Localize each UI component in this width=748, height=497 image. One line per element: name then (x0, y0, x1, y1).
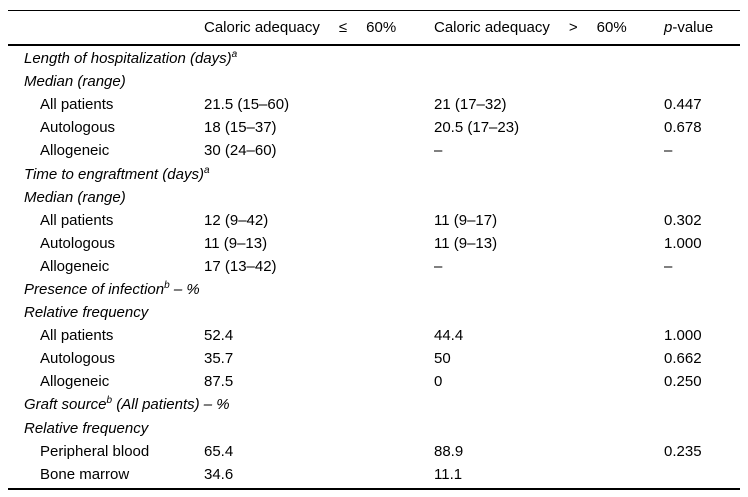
value-le60: 65.4 (204, 442, 234, 460)
section-title-row: Length of hospitalization (days)a (8, 47, 740, 70)
p-value-cell: – (664, 257, 673, 275)
p-value-cell: 1.000 (664, 234, 702, 252)
table-row: Bone marrow 34.6 11.1 (8, 463, 740, 486)
column-header-caloric-adequacy-le60: Caloric adequacy ≤ 60% (204, 19, 434, 36)
p-value-cell: 0.678 (664, 119, 702, 137)
section-subtitle-row: Relative frequency (8, 417, 740, 440)
value-le60: 34.6 (204, 465, 234, 483)
value-le60: 21.5 (15–60) (204, 96, 290, 114)
column-header-p-value: p-value (664, 19, 740, 36)
footnote-marker: b (106, 395, 113, 407)
section-subtitle: Median (range) (24, 188, 126, 206)
table-row: Allogeneic 87.5 0 0.250 (8, 370, 740, 393)
section-title-row: Time to engraftment (days)a (8, 162, 740, 185)
section-title: Presence of infectionb – % (8, 279, 740, 298)
table-row: All patients 52.4 44.4 1.000 (8, 324, 740, 347)
row-label: All patients (40, 211, 114, 229)
table-header-row: Caloric adequacy ≤ 60% Caloric adequacy … (8, 10, 740, 46)
section-title: Graft sourceb (All patients) – % (8, 395, 740, 414)
row-label: Allogeneic (40, 142, 110, 160)
section-title: Length of hospitalization (days)a (8, 49, 740, 68)
section-title-row: Presence of infectionb – % (8, 278, 740, 301)
column-header-caloric-adequacy-gt60: Caloric adequacy > 60% (434, 19, 664, 36)
section-title-suffix: – % (169, 280, 200, 298)
p-value-cell: – (664, 142, 673, 160)
value-gt60: 0 (434, 373, 443, 391)
table-row: All patients 12 (9–42) 11 (9–17) 0.302 (8, 209, 740, 232)
value-le60: 17 (13–42) (204, 257, 277, 275)
table-row: Autologous 11 (9–13) 11 (9–13) 1.000 (8, 232, 740, 255)
header-label: Caloric adequacy (204, 19, 320, 36)
p-value-cell: 0.250 (664, 373, 702, 391)
section-subtitle-row: Median (range) (8, 70, 740, 93)
section-title-text: Graft source (24, 396, 107, 414)
table-row: Peripheral blood 65.4 88.9 0.235 (8, 440, 740, 463)
row-label: Bone marrow (40, 465, 130, 483)
greater-than-operator: > (568, 19, 578, 36)
value-gt60: 11.1 (434, 465, 463, 483)
row-label: All patients (40, 96, 114, 114)
value-gt60: 11 (9–17) (434, 211, 498, 229)
section-subtitle-row: Median (range) (8, 186, 740, 209)
p-value-cell: 0.302 (664, 211, 702, 229)
p-italic: p (664, 19, 673, 36)
row-label: Peripheral blood (40, 442, 150, 460)
row-label: Autologous (40, 234, 116, 252)
table-row: Autologous 35.7 50 0.662 (8, 347, 740, 370)
row-label: Autologous (40, 350, 116, 368)
section-title-text: Presence of infection (24, 280, 165, 298)
table-row: Allogeneic 17 (13–42) – – (8, 255, 740, 278)
p-value-cell: 1.000 (664, 327, 702, 345)
p-value-cell: 0.447 (664, 96, 702, 114)
p-value-cell: 0.235 (664, 442, 702, 460)
value-gt60: 20.5 (17–23) (434, 119, 520, 137)
value-gt60: 88.9 (434, 442, 464, 460)
value-le60: 52.4 (204, 327, 234, 345)
value-gt60: 11 (9–13) (434, 234, 498, 252)
footnote-marker: b (164, 279, 170, 291)
row-label: Allogeneic (40, 373, 110, 391)
footnote-marker: a (203, 164, 210, 176)
value-gt60: 21 (17–32) (434, 96, 507, 114)
clinical-outcomes-table: Caloric adequacy ≤ 60% Caloric adequacy … (8, 10, 740, 490)
value-gt60: – (434, 142, 443, 160)
section-title: Time to engraftment (days)a (8, 164, 740, 183)
value-le60: 12 (9–42) (204, 211, 269, 229)
value-gt60: 50 (434, 350, 451, 368)
table-row: Autologous 18 (15–37) 20.5 (17–23) 0.678 (8, 116, 740, 139)
less-equal-operator: ≤ (338, 19, 348, 36)
footnote-marker: a (231, 49, 238, 61)
header-percent: 60% (366, 19, 397, 36)
p-rest: -value (672, 19, 714, 36)
section-title-row: Graft sourceb (All patients) – % (8, 393, 740, 416)
row-label: Autologous (40, 119, 116, 137)
value-le60: 18 (15–37) (204, 119, 277, 137)
value-le60: 11 (9–13) (204, 234, 268, 252)
table-row: Allogeneic 30 (24–60) – – (8, 139, 740, 162)
section-subtitle: Median (range) (24, 73, 126, 91)
table-body: Length of hospitalization (days)a Median… (8, 46, 740, 490)
section-title-text: Time to engraftment (days) (24, 165, 204, 183)
value-le60: 30 (24–60) (204, 142, 277, 160)
section-title-text: Length of hospitalization (days) (24, 50, 232, 68)
row-label: All patients (40, 327, 114, 345)
header-label: Caloric adequacy (434, 19, 550, 36)
value-gt60: 44.4 (434, 327, 464, 345)
section-title-suffix: (All patients) – % (112, 396, 230, 414)
section-subtitle: Relative frequency (24, 419, 149, 437)
section-subtitle-row: Relative frequency (8, 301, 740, 324)
section-subtitle: Relative frequency (24, 304, 149, 322)
value-gt60: – (434, 257, 443, 275)
p-value-cell: 0.662 (664, 350, 702, 368)
value-le60: 87.5 (204, 373, 234, 391)
table-row: All patients 21.5 (15–60) 21 (17–32) 0.4… (8, 93, 740, 116)
value-le60: 35.7 (204, 350, 234, 368)
row-label: Allogeneic (40, 257, 110, 275)
header-percent: 60% (596, 19, 627, 36)
